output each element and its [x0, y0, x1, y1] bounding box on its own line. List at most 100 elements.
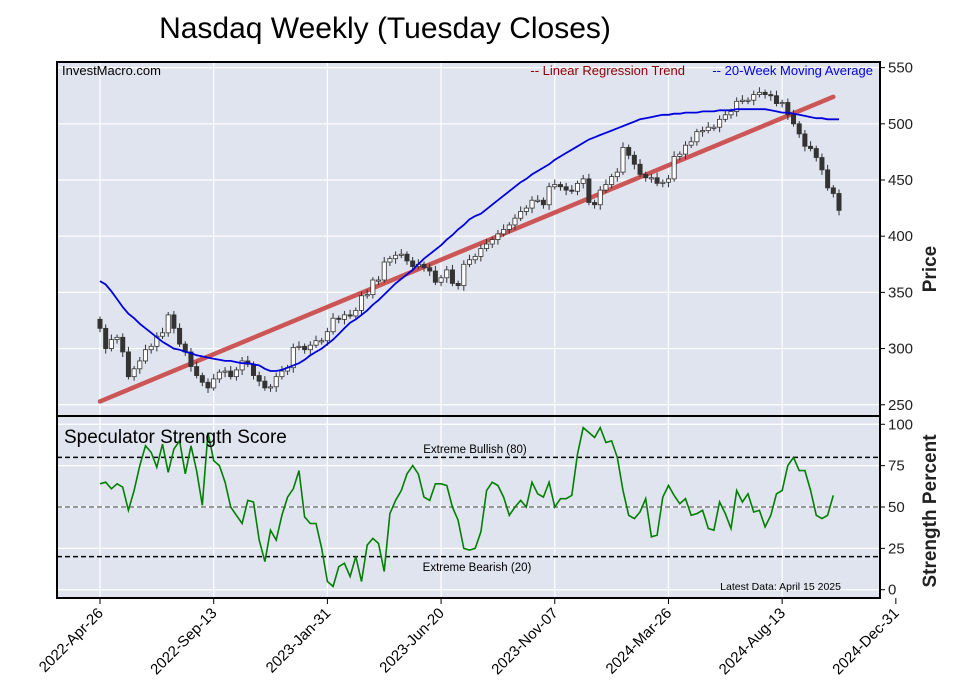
candle-body — [194, 366, 200, 376]
candle-body — [421, 263, 427, 269]
candle-body — [370, 279, 376, 296]
strength-tick-label: 100 — [888, 416, 913, 433]
candle-body — [148, 345, 154, 351]
candle-body — [836, 193, 842, 211]
candle-body — [296, 345, 302, 348]
candle-body — [137, 360, 143, 370]
candle-body — [620, 147, 626, 173]
x-tick-label: 2024-Mar-26 — [603, 605, 676, 678]
candle-body — [739, 99, 745, 102]
legend-trend-label: -- Linear Regression Trend — [530, 63, 685, 78]
candle-body — [381, 261, 387, 281]
candle-body — [614, 171, 620, 178]
chart-border — [56, 61, 881, 599]
candle-body — [211, 378, 217, 389]
legend-ma-label: -- 20-Week Moving Average — [712, 63, 873, 78]
latest-data-label: Latest Data: April 15 2025 — [720, 581, 841, 593]
strength-score-line — [99, 425, 835, 588]
candle-body — [563, 186, 569, 191]
price-tick-label: 550 — [888, 60, 913, 77]
candle-body — [535, 199, 541, 202]
candle-body — [512, 217, 518, 226]
candle-body — [341, 314, 347, 320]
candle-body — [819, 157, 825, 171]
candle-body — [694, 131, 700, 143]
candle-body — [171, 314, 177, 329]
candle-body — [461, 263, 467, 287]
x-tick-label: 2024-Aug-13 — [716, 605, 789, 678]
candle-body — [239, 360, 245, 371]
candle-body — [142, 349, 148, 362]
candle-body — [830, 187, 836, 194]
candle-body — [603, 184, 609, 191]
candle-body — [700, 130, 706, 133]
price-plot-area — [57, 62, 880, 416]
candle-body — [478, 248, 484, 257]
candle-body — [484, 243, 490, 249]
candle-body — [438, 277, 444, 283]
candle-body — [364, 294, 370, 297]
price-tick-label: 300 — [888, 341, 913, 358]
candle-body — [313, 340, 319, 346]
candle-body — [120, 336, 126, 353]
candle-body — [347, 314, 353, 317]
candle-body — [688, 141, 694, 146]
candle-body — [643, 173, 649, 179]
candle-body — [756, 91, 762, 95]
candle-body — [387, 258, 393, 263]
candle-body — [734, 100, 740, 112]
candle-body — [626, 147, 632, 156]
extreme-bearish-label: Extreme Bearish (20) — [423, 562, 532, 574]
candle-body — [808, 145, 814, 149]
candle-body — [569, 189, 575, 192]
candle-body — [432, 270, 438, 283]
candle-body — [108, 339, 114, 349]
candle-body — [654, 177, 660, 184]
price-tick-label: 500 — [888, 116, 913, 133]
candle-body — [813, 148, 819, 158]
candle-body — [410, 260, 416, 267]
x-tick-label: 2023-Jun-20 — [376, 605, 448, 677]
candle-body — [796, 123, 802, 135]
candle-body — [160, 332, 166, 337]
candle-body — [302, 345, 308, 351]
candle-body — [495, 233, 501, 240]
candle-body — [523, 207, 529, 212]
candle-body — [279, 370, 285, 378]
candle-body — [336, 317, 342, 320]
candle-body — [199, 375, 205, 383]
candle-body — [444, 269, 450, 279]
candle-body — [222, 370, 228, 373]
candle-body — [131, 368, 137, 378]
candle-body — [711, 126, 717, 129]
candle-body — [552, 184, 558, 188]
candle-body — [586, 178, 592, 203]
candle-body — [216, 371, 222, 380]
candle-body — [427, 267, 433, 272]
candle-body — [580, 178, 586, 184]
candle-body — [575, 182, 581, 192]
candle-body — [324, 331, 330, 342]
candle-body — [307, 344, 313, 351]
candle-body — [404, 253, 410, 262]
candle-body — [671, 155, 677, 180]
candle-body — [233, 369, 239, 378]
x-tick-label: 2023-Jan-31 — [263, 605, 335, 677]
strength-tick-label: 25 — [888, 540, 905, 557]
candle-body — [540, 199, 546, 206]
candle-body — [273, 376, 279, 388]
candle-body — [358, 295, 364, 311]
price-tick-label: 450 — [888, 172, 913, 189]
strength-tick-label: 0 — [888, 582, 896, 599]
candle-body — [722, 114, 728, 120]
candle-body — [557, 184, 563, 188]
candle-body — [637, 163, 643, 175]
candle-body — [660, 181, 666, 184]
candle-body — [256, 375, 262, 382]
price-tick-label: 350 — [888, 284, 913, 301]
moving-average-line — [99, 108, 839, 372]
candle-body — [779, 102, 785, 105]
candle-body — [529, 199, 535, 209]
candle-body — [103, 327, 109, 349]
